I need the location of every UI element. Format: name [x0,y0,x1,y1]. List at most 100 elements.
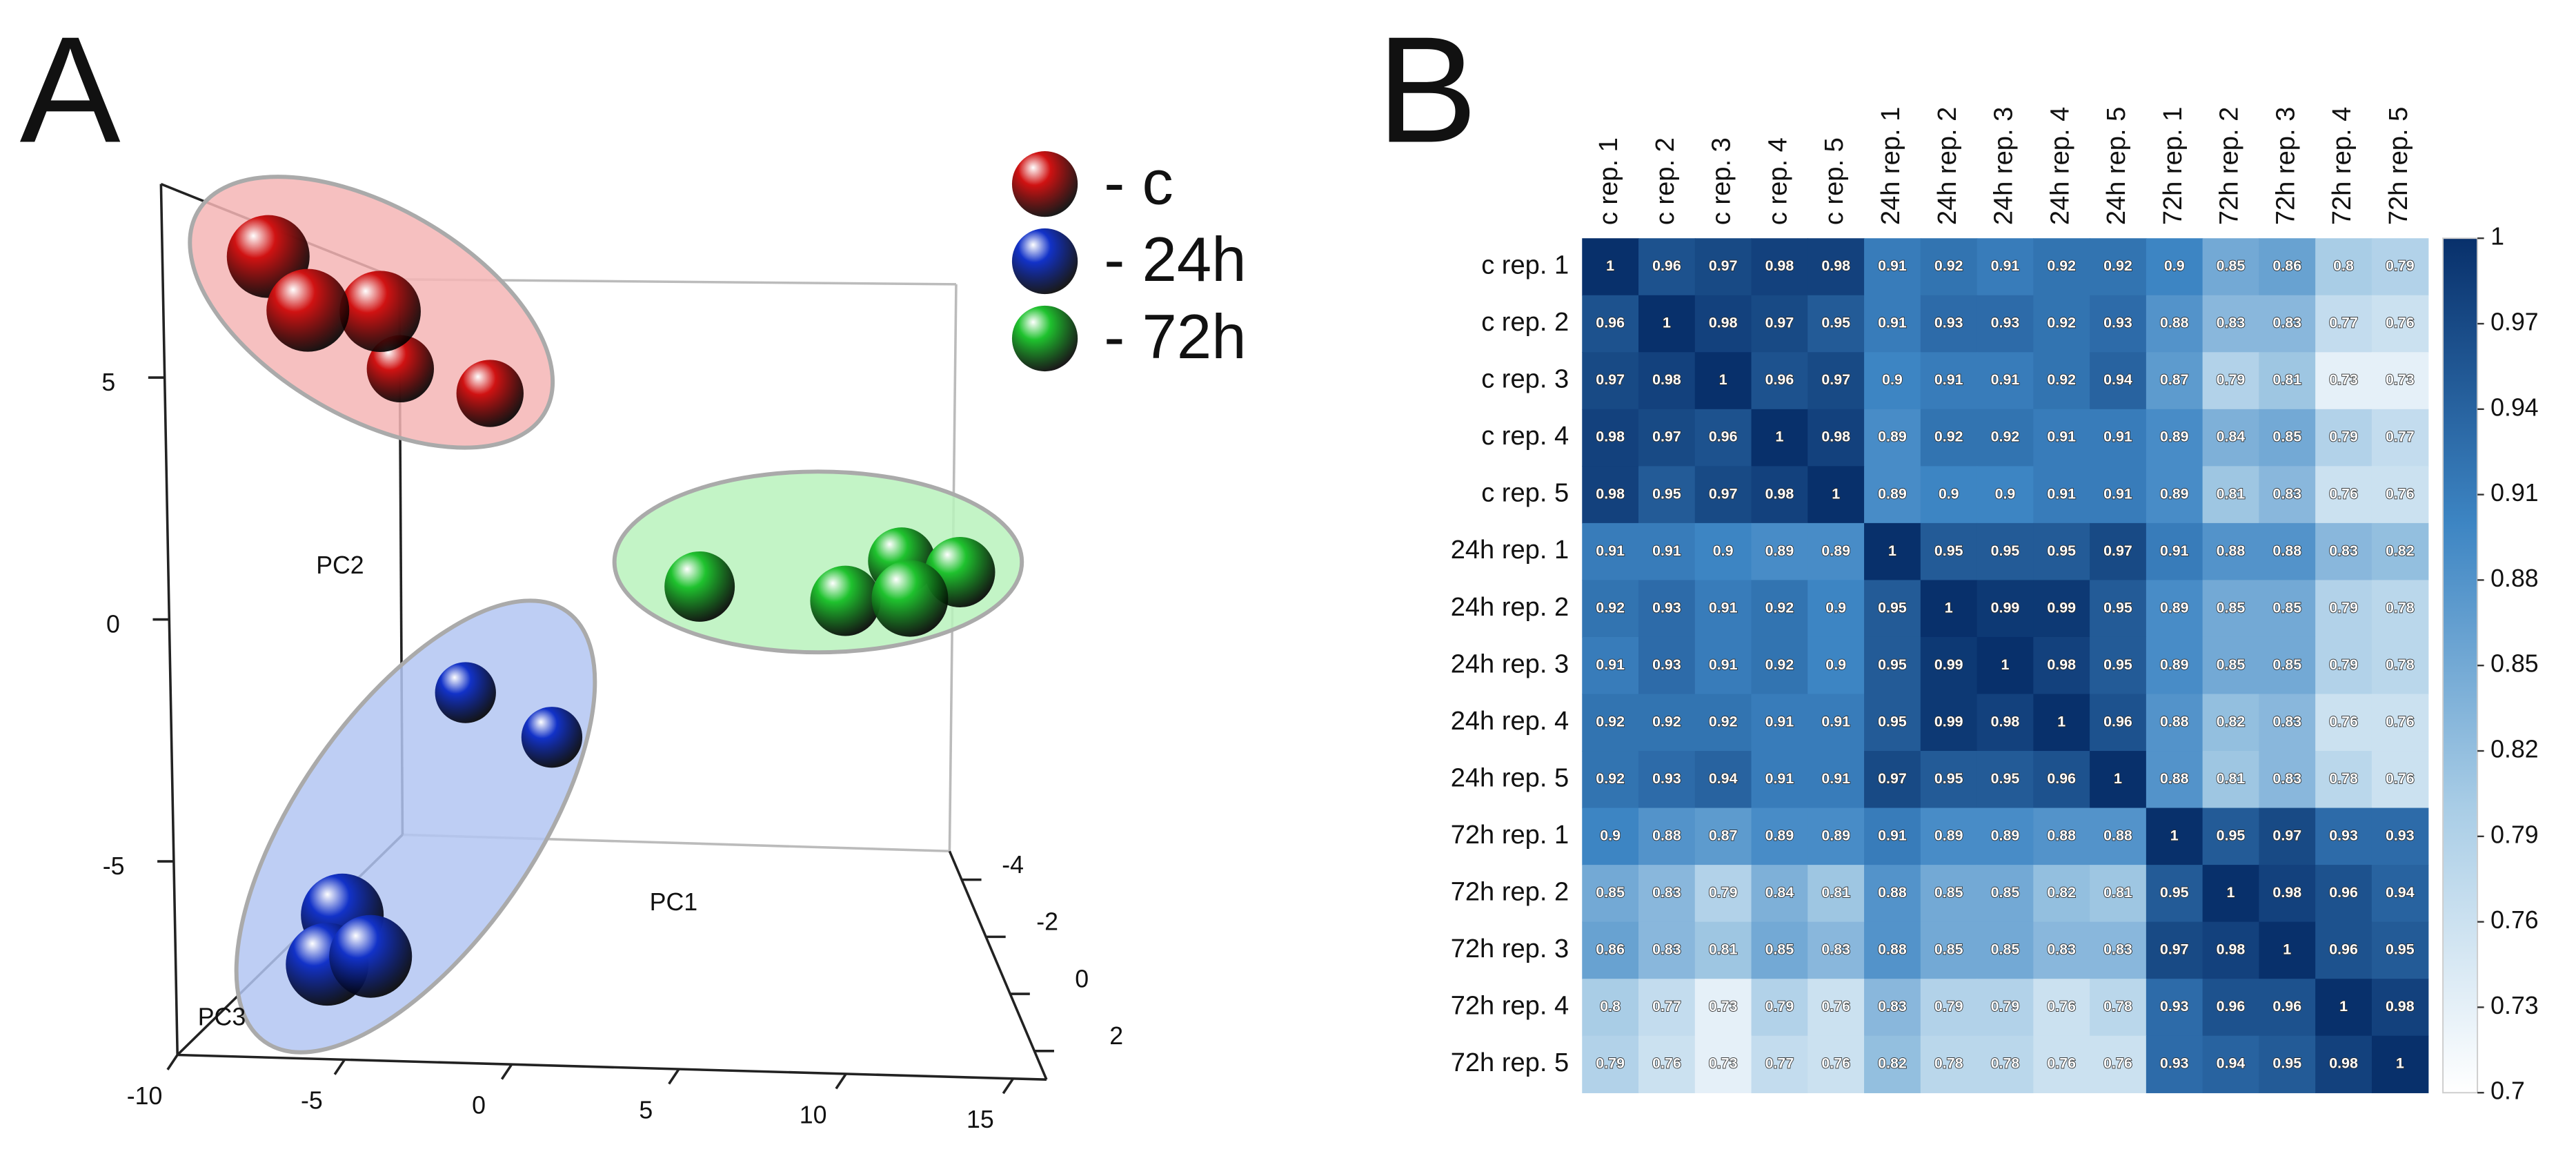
cell-label: 0.79 [2329,656,2358,673]
cell [1751,352,1809,410]
x-tick-label: 0 [472,1092,486,1119]
cell [2090,238,2147,296]
row-label: 72h rep. 5 [1451,1048,1569,1077]
cell [2371,238,2429,296]
cell-label: 0.91 [1765,770,1794,787]
cell-label: 0.92 [2047,371,2076,388]
cell-label: 0.97 [1709,485,1738,502]
cell-label: 0.85 [1934,941,1963,958]
cell [2202,636,2260,695]
cell [2090,636,2147,695]
cell-label: 0.84 [2217,429,2246,445]
cell [2259,352,2316,410]
cell-label: 0.91 [1765,713,1794,730]
legend-label: - 24h [1104,225,1246,295]
cell-label: 0.93 [1991,315,2020,331]
cell-label: 0.91 [1878,827,1907,843]
colorbar-tick-label: 0.82 [2490,735,2539,763]
cell [2371,694,2429,752]
cell [2315,979,2372,1037]
point [435,662,496,723]
cell-label: 0.77 [1765,1055,1794,1072]
cell-label: 0.97 [2160,941,2189,958]
cell [2259,522,2316,581]
cell-label: 0.91 [1596,542,1625,559]
cell [2315,238,2372,296]
cell-label: 0.85 [2272,429,2301,445]
cell [1807,1035,1865,1093]
panel-label: B [1377,6,1478,174]
x-tick-label: 10 [800,1101,827,1128]
cell-label: 0.96 [2272,998,2301,1015]
cell-label: 0.83 [2047,941,2076,958]
cell [2033,522,2090,581]
cell [1864,807,1921,865]
cell [1638,238,1696,296]
cell [1751,921,1809,979]
cell-label: 0.92 [1596,599,1625,616]
cell-label: 0.95 [2217,827,2246,843]
cell-label: 0.96 [2329,884,2358,901]
cell-label: 0.91 [1991,371,2020,388]
cell [1976,1035,2034,1093]
cell [1864,352,1921,410]
cell-label: 0.87 [1709,827,1738,843]
cell [1807,751,1865,809]
cell [1976,466,2034,524]
cell [1751,238,1809,296]
cell [1694,238,1752,296]
cell-label: 0.97 [1765,315,1794,331]
cell [1582,1035,1639,1093]
cell-label: 0.92 [1991,429,2020,445]
column-label: 72h rep. 3 [2271,107,2300,225]
cell [1582,522,1639,581]
column-label: 72h rep. 2 [2215,107,2244,225]
cell-label: 0.77 [1652,998,1681,1015]
cell-label: 0.91 [2103,485,2132,502]
cell [1694,580,1752,638]
cell [2090,694,2147,752]
cell-label: 0.77 [2329,315,2358,331]
x-tick [835,1073,847,1090]
cell-label: 0.9 [1825,599,1846,616]
cell-label: 0.91 [1652,542,1681,559]
cell-label: 0.89 [1821,542,1850,559]
cell [1694,751,1752,809]
row-label: c rep. 5 [1481,479,1569,508]
cell-label: 0.97 [1709,257,1738,274]
row-label: c rep. 3 [1481,365,1569,394]
colorbar-tick-label: 0.76 [2490,906,2539,934]
cell-label: 0.93 [2386,827,2415,843]
cell [1694,522,1752,581]
cell-label: 0.77 [2386,429,2415,445]
cell [1582,865,1639,923]
cell-label: 0.93 [1934,315,1963,331]
cell [2371,751,2429,809]
cell [2146,466,2203,524]
cell [1751,295,1809,353]
cell [2202,694,2260,752]
cell-label: 0.82 [2386,542,2415,559]
row-label: 24h rep. 5 [1451,763,1569,792]
cell-label: 0.98 [1821,429,1850,445]
point [521,707,583,768]
cell-label: 0.95 [1878,713,1907,730]
cell-label: 0.82 [1878,1055,1907,1072]
cell [2315,409,2372,467]
column-label: c rep. 3 [1707,137,1736,225]
cell-label: 1 [2057,713,2065,730]
cell [1807,636,1865,695]
cell-label: 0.79 [1934,998,1963,1015]
cell-label: 1 [2227,884,2235,901]
cell [1920,979,1978,1037]
cell [2371,352,2429,410]
cell [1976,865,2034,923]
cell-label: 0.83 [1878,998,1907,1015]
cell-label: 0.84 [1765,884,1794,901]
cell-label: 0.92 [1709,713,1738,730]
cell-label: 0.89 [2160,429,2189,445]
cell [1920,580,1978,638]
cell-label: 0.91 [1878,257,1907,274]
cell [1694,807,1752,865]
cell-label: 0.85 [1991,941,2020,958]
